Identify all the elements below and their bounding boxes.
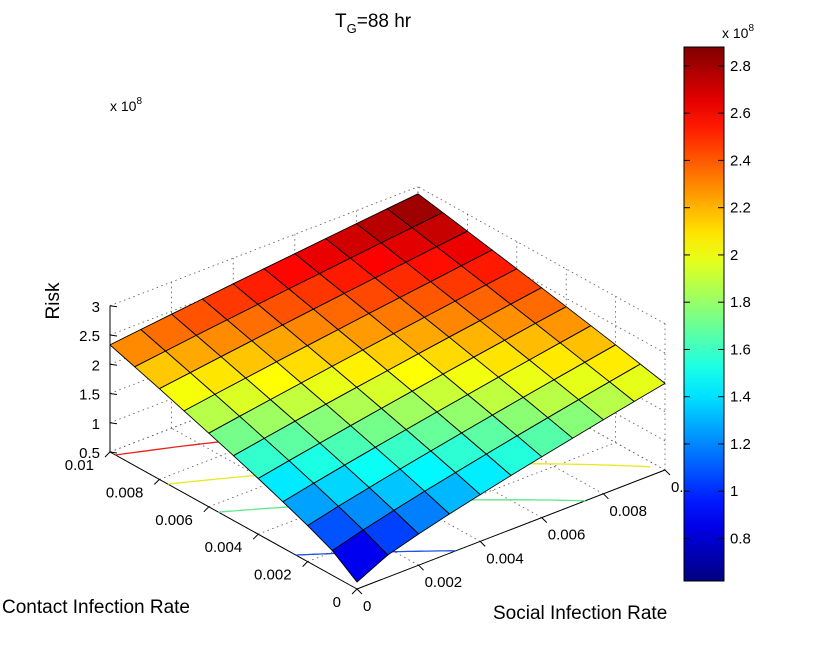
y-tick-label: 0.01	[65, 457, 94, 474]
x-tick-label: 0	[363, 598, 371, 615]
colorbar-tick-label: 0.8	[730, 530, 751, 547]
colorbar: x 108 0.8 1 1.2 1.4 1.6 1.8 2 2.2 2.4 2.6 2.8	[683, 23, 754, 582]
y-tick-label: 0.006	[155, 512, 193, 529]
z-tick-label: 2	[92, 357, 100, 374]
colorbar-tick-label: 1.6	[730, 341, 751, 358]
z-multiplier: x 108	[110, 96, 142, 114]
colorbar-tick-label: 2.4	[730, 152, 751, 169]
colorbar-tick-label: 1	[730, 483, 738, 500]
x-tick-label: 0.	[671, 479, 684, 496]
colorbar-tick-label: 2.8	[730, 58, 751, 75]
colorbar-multiplier: x 108	[722, 23, 754, 41]
axis-ticks: 0.5 1 1.5 2 2.5 3 0 0.002 0.004 0.006 0.008 0.01 0 0.…	[65, 299, 684, 615]
risk-surface	[109, 193, 666, 583]
x-axis-label: Social Infection Rate	[493, 603, 667, 624]
z-tick-label: 2.5	[79, 328, 100, 345]
colorbar-tick-label: 1.2	[730, 436, 751, 453]
z-tick-label: 3	[92, 299, 100, 316]
colorbar-tick-label: 2.6	[730, 105, 751, 122]
x-tick-label: 0.006	[548, 527, 586, 544]
z-tick-label: 1.5	[79, 387, 100, 404]
colorbar-gradient	[683, 46, 725, 582]
z-tick-label: 1	[92, 416, 100, 433]
colorbar-tick-label: 1.4	[730, 389, 751, 406]
y-tick-label: 0.004	[205, 539, 243, 556]
y-tick-label: 0	[333, 594, 341, 611]
colorbar-tick-label: 2.2	[730, 200, 751, 217]
x-tick-label: 0.002	[425, 574, 463, 591]
surface-patch	[331, 529, 389, 583]
y-tick-label: 0.008	[106, 484, 144, 501]
x-tick-label: 0.004	[486, 550, 524, 567]
z-tick-label: 0.5	[79, 445, 100, 462]
z-axis-label: Risk	[43, 282, 64, 319]
colorbar-tick-label: 2	[730, 247, 738, 264]
y-tick-label: 0.002	[254, 567, 292, 584]
x-tick-label: 0.008	[609, 503, 647, 520]
y-axis-label: Contact Infection Rate	[2, 597, 190, 618]
chart-title: TG=88 hr	[335, 11, 412, 36]
colorbar-tick-label: 1.8	[730, 294, 751, 311]
